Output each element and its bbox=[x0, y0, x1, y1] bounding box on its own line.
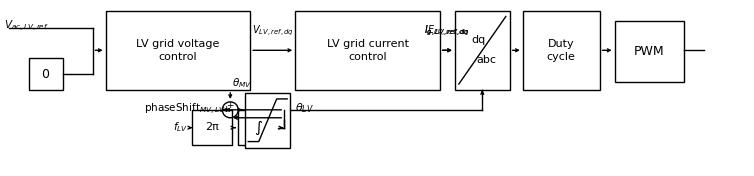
Text: $f_{LV}$: $f_{LV}$ bbox=[173, 120, 188, 134]
Text: ∫: ∫ bbox=[254, 120, 262, 135]
Text: $E_{LV,ref,dq}$: $E_{LV,ref,dq}$ bbox=[427, 24, 468, 38]
Text: phaseShift$_{MV,LV}$: phaseShift$_{MV,LV}$ bbox=[144, 102, 225, 117]
Bar bbox=[615, 21, 685, 82]
Bar bbox=[192, 110, 232, 144]
Bar bbox=[238, 110, 278, 144]
Text: PWM: PWM bbox=[634, 45, 665, 58]
Text: $V_{ac,LV,ref}$: $V_{ac,LV,ref}$ bbox=[4, 18, 48, 34]
Text: Duty
cycle: Duty cycle bbox=[547, 39, 575, 62]
Bar bbox=[295, 11, 440, 90]
Bar bbox=[29, 58, 63, 90]
Text: abc: abc bbox=[477, 55, 496, 65]
Bar bbox=[523, 11, 599, 90]
Text: 0: 0 bbox=[41, 68, 50, 81]
Text: $V_{LV,ref,dq}$: $V_{LV,ref,dq}$ bbox=[252, 24, 293, 38]
Bar bbox=[106, 11, 250, 90]
Text: $\theta_{MV}$: $\theta_{MV}$ bbox=[232, 76, 253, 90]
Text: LV grid current
control: LV grid current control bbox=[326, 39, 409, 62]
Text: +: + bbox=[222, 105, 230, 114]
Text: $I_{g,LV,ref,dq}$: $I_{g,LV,ref,dq}$ bbox=[425, 24, 470, 38]
Text: $I_{g,LV,ref,dq}$: $I_{g,LV,ref,dq}$ bbox=[425, 24, 470, 38]
Bar bbox=[245, 93, 290, 147]
Bar bbox=[455, 11, 510, 90]
Text: dq: dq bbox=[471, 35, 486, 45]
Text: +: + bbox=[226, 101, 234, 110]
Text: 2π: 2π bbox=[205, 122, 219, 132]
Text: LV grid voltage
control: LV grid voltage control bbox=[136, 39, 219, 62]
Text: $\theta_{LV}$: $\theta_{LV}$ bbox=[295, 101, 314, 115]
